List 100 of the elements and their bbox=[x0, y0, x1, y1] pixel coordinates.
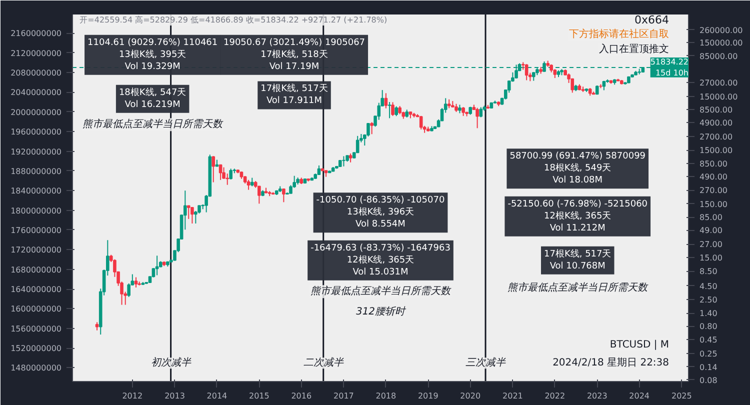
annotation: 熊市最低点至减半当日所需天数 bbox=[310, 285, 452, 298]
candlestick bbox=[476, 107, 479, 129]
y-tick-label: 0.08 bbox=[700, 376, 718, 385]
y-tick-label: 8.50 bbox=[700, 267, 718, 276]
y2-tick-label: 1720000000 bbox=[10, 246, 62, 255]
y2-tick-label: 1560000000 bbox=[10, 324, 62, 334]
annotation: 0x664 bbox=[634, 14, 670, 27]
ref-line-label: 三次减半 bbox=[466, 356, 507, 369]
x-tick-label: 2023 bbox=[586, 392, 608, 400]
x-tick-label: 2018 bbox=[376, 392, 396, 400]
x-tick-label: 2015 bbox=[248, 392, 270, 400]
y-tick-label: 0.25 bbox=[700, 349, 718, 358]
y2-tick-label: 1520000000 bbox=[10, 344, 62, 354]
x-tick-label: 2020 bbox=[460, 392, 481, 400]
candlestick bbox=[246, 179, 250, 190]
candlestick bbox=[317, 164, 321, 176]
ref-line-label: 初次减半 bbox=[150, 356, 192, 369]
y-tick-label: 2.50 bbox=[700, 296, 718, 305]
x-tick-label: 2012 bbox=[122, 392, 143, 400]
candlestick bbox=[127, 282, 130, 298]
candlestick bbox=[419, 115, 423, 130]
y-tick-label: 4.50 bbox=[700, 282, 718, 291]
y-tick-label: 8500.00 bbox=[700, 106, 733, 115]
y2-tick-label: 2120000000 bbox=[10, 48, 62, 58]
y-tick-label: 2700.00 bbox=[700, 132, 733, 142]
annotation: -1050.70 (-86.35%) -105070 13根K线, 396天 Vol 8.554M bbox=[316, 196, 445, 230]
annotation: 17根K线, 517天 Vol 10.768M bbox=[544, 248, 612, 272]
y2-tick-label: 1880000000 bbox=[10, 166, 62, 176]
candlestick bbox=[394, 106, 398, 117]
x-tick-label: 2022 bbox=[544, 392, 566, 400]
y2-tick-label: 1840000000 bbox=[10, 186, 62, 196]
annotation: 开=42559.54 高=52829.29 低=41866.89 收=51834.22 +9271.27 (+21.78%) bbox=[80, 16, 388, 25]
y2-tick-label: 1800000000 bbox=[10, 206, 62, 216]
y2-tick-label: 1920000000 bbox=[10, 147, 62, 156]
annotation: 熊市最低点至减半当日所需天数 bbox=[508, 281, 649, 294]
candlestick bbox=[342, 156, 346, 167]
x-tick-label: 2021 bbox=[502, 392, 523, 400]
annotation: 1104.61 (9029.76%) 110461 13根K线, 395天 Vol 19.329M bbox=[88, 38, 218, 72]
y-tick-label: 85000.00 bbox=[700, 52, 738, 61]
ref-line-label: 二次减半 bbox=[303, 356, 344, 369]
x-tick-label: 2019 bbox=[418, 392, 438, 400]
candlestick bbox=[218, 164, 222, 180]
annotation: -16479.63 (-83.73%) -1647963 12根K线, 365天 Vol 15.031M bbox=[310, 243, 450, 278]
y2-tick-label: 2160000000 bbox=[10, 29, 62, 38]
candlestick bbox=[229, 168, 232, 180]
annotation: 58700.99 (691.47%) 5870099 18根K线, 549天 Vol 18.08M bbox=[510, 152, 646, 186]
y-tick-label: 49.00 bbox=[700, 226, 722, 236]
candlestick bbox=[366, 122, 370, 137]
y-tick-label: 0.45 bbox=[700, 336, 718, 345]
annotation: 下方指标请在社区自取 bbox=[569, 28, 670, 40]
y2-tick-label: 2040000000 bbox=[10, 88, 62, 98]
annotation: BTCUSD | M bbox=[610, 339, 670, 350]
annotation: 17根K线, 517天 Vol 17.911M bbox=[260, 83, 328, 106]
candlestick bbox=[190, 206, 194, 224]
y2-tick-label: 1640000000 bbox=[10, 285, 62, 294]
candlestick bbox=[391, 102, 394, 116]
x-tick-label: 2013 bbox=[164, 392, 185, 400]
annotation: 312腰斩时 bbox=[356, 305, 408, 318]
y-tick-label: 260000.00 bbox=[700, 26, 743, 35]
x-tick-label: 2024 bbox=[629, 392, 650, 400]
x-tick-label: 2017 bbox=[334, 392, 354, 400]
y2-tick-label: 1480000000 bbox=[10, 364, 62, 373]
candlestick bbox=[212, 156, 216, 183]
y2-tick-label: 1600000000 bbox=[10, 304, 62, 314]
candlestick bbox=[226, 173, 230, 186]
annotation: 19050.67 (3021.49%) 1905067 17根K线, 518天 Vol 17.19M bbox=[223, 38, 366, 72]
candlestick bbox=[186, 205, 190, 220]
y-tick-label: 0.80 bbox=[700, 322, 718, 332]
y-tick-label: 1.40 bbox=[700, 309, 718, 318]
y-tick-label: 15000.00 bbox=[700, 92, 738, 102]
x-tick-label: 2025 bbox=[671, 392, 692, 400]
y-tick-label: 150.00 bbox=[700, 200, 728, 209]
y-tick-label: 1500.00 bbox=[700, 146, 733, 156]
y-tick-label: 4900.00 bbox=[700, 118, 733, 128]
x-tick-label: 2014 bbox=[206, 392, 228, 400]
annotation: 熊市最低点至减半当日所需天数 bbox=[82, 118, 224, 130]
annotation: 入口在置顶推文 bbox=[599, 42, 670, 55]
y-tick-label: 85.00 bbox=[700, 213, 722, 222]
y-tick-label: 0.14 bbox=[700, 362, 718, 372]
annotation: -52150.60 (-76.98%) -5215060 12根K线, 365天 Vol 11.212M bbox=[508, 199, 648, 234]
y2-tick-label: 1960000000 bbox=[10, 128, 62, 137]
y-tick-label: 490.00 bbox=[700, 172, 728, 182]
candlestick bbox=[388, 102, 392, 119]
candlestick bbox=[134, 276, 138, 288]
y2-tick-label: 2000000000 bbox=[10, 108, 62, 117]
x-tick-label: 2016 bbox=[291, 392, 312, 400]
candlestick bbox=[282, 188, 286, 203]
y2-tick-label: 1680000000 bbox=[10, 265, 62, 274]
y-tick-label: 270.00 bbox=[700, 186, 728, 196]
y-tick-label: 27000.00 bbox=[700, 78, 738, 88]
y2-tick-label: 1760000000 bbox=[10, 226, 62, 235]
y-tick-label: 27.00 bbox=[700, 240, 722, 250]
annotation: 18根K线, 547天 Vol 16.219M bbox=[118, 86, 186, 110]
y-tick-label: 150000.00 bbox=[700, 38, 743, 48]
y2-tick-label: 2080000000 bbox=[10, 68, 62, 78]
y-tick-label: 15.00 bbox=[700, 254, 722, 263]
annotation: 2024/2/18 星期日 22:38 bbox=[552, 356, 670, 369]
candlestick bbox=[524, 64, 528, 81]
ref-line-label: 51834.22 15d 10h bbox=[650, 58, 689, 78]
y-tick-label: 850.00 bbox=[700, 159, 728, 168]
